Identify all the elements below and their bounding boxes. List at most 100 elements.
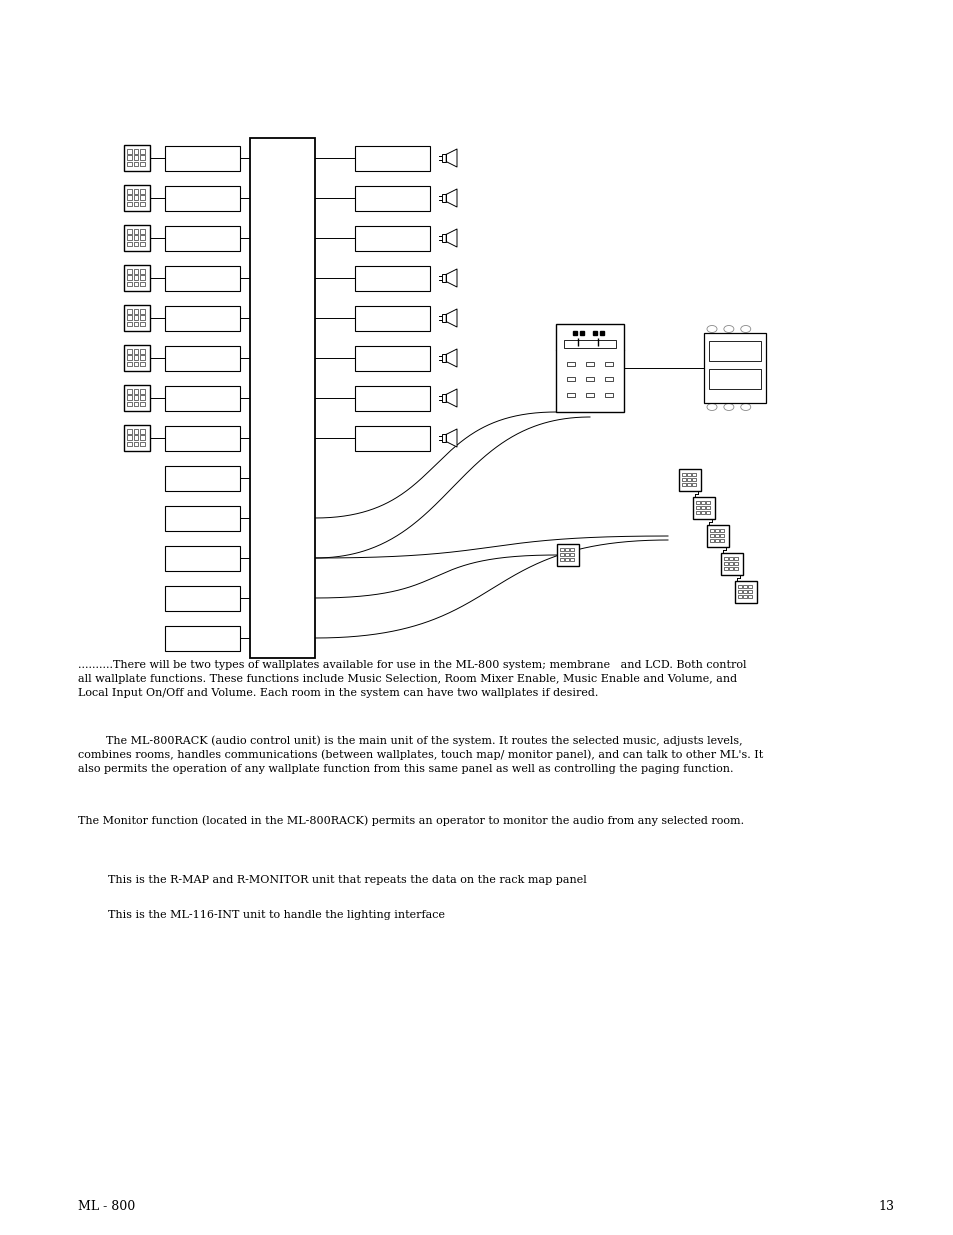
Bar [710,534,713,537]
Bar [140,362,145,367]
Bar [128,149,132,153]
Bar [133,156,138,159]
Bar [738,595,741,599]
Bar [140,201,145,206]
Bar [128,401,132,406]
Bar [708,369,760,389]
Bar [700,506,704,510]
Bar [720,553,742,576]
Bar [563,340,616,348]
Bar [133,395,138,400]
Bar [128,195,132,200]
Ellipse shape [740,404,750,410]
Bar [708,341,760,361]
Bar [165,346,240,370]
Polygon shape [446,189,456,207]
Bar [441,435,446,442]
Bar [128,389,132,394]
Bar [355,426,430,451]
Bar [692,496,714,519]
Bar [441,274,446,282]
Bar [355,305,430,331]
Bar [560,548,563,552]
Bar [140,149,145,153]
Bar [566,377,575,382]
Bar [124,385,150,411]
Bar [140,236,145,240]
Bar [681,483,685,487]
Bar [133,149,138,153]
Bar [706,511,709,515]
Text: ..........There will be two types of wallplates available for use in the ML-800 : ..........There will be two types of wal… [78,659,745,698]
Bar [133,436,138,440]
Bar [140,436,145,440]
Bar [355,385,430,410]
Bar [441,194,446,201]
Bar [140,282,145,287]
Bar [560,558,563,562]
Bar [140,162,145,167]
Bar [681,478,685,482]
Bar [565,558,568,562]
Bar [556,324,623,412]
Bar [140,242,145,246]
Bar [710,529,713,532]
Ellipse shape [740,326,750,332]
Bar [124,225,150,251]
Bar [734,580,757,603]
Bar [723,562,727,566]
Polygon shape [446,429,456,447]
Bar [140,189,145,194]
Bar [128,315,132,320]
Bar [133,309,138,314]
Bar [140,195,145,200]
Bar [441,154,446,162]
Bar [710,538,713,542]
Bar [734,562,738,566]
Bar [557,543,578,566]
Text: The ML-800RACK (audio control unit) is the main unit of the system. It routes th: The ML-800RACK (audio control unit) is t… [78,735,762,774]
Bar [687,473,690,477]
Bar [715,529,719,532]
Bar [165,146,240,170]
Bar [692,483,696,487]
Bar [140,356,145,359]
Bar [734,567,738,571]
Bar [604,362,613,366]
Polygon shape [446,389,456,408]
Bar [140,230,145,233]
Bar [133,356,138,359]
Bar [355,146,430,170]
Bar [128,269,132,273]
Bar [696,501,700,504]
Bar [165,305,240,331]
Bar [133,269,138,273]
Bar [748,590,751,594]
Bar [140,401,145,406]
Bar [748,585,751,589]
Bar [128,230,132,233]
Bar [681,473,685,477]
Bar [703,333,765,403]
Bar [128,162,132,167]
Ellipse shape [706,404,717,410]
Bar [687,483,690,487]
Bar [729,557,732,561]
Bar [748,595,751,599]
Bar [133,201,138,206]
Bar [165,266,240,290]
Bar [124,185,150,211]
Bar [585,377,594,382]
Bar [700,501,704,504]
Text: This is the R-MAP and R-MONITOR unit that repeats the data on the rack map panel: This is the R-MAP and R-MONITOR unit tha… [108,876,586,885]
Bar [133,162,138,167]
Bar [720,538,723,542]
Bar [566,393,575,396]
Bar [124,305,150,331]
Bar [696,511,700,515]
Bar [692,478,696,482]
Bar [128,242,132,246]
Bar [140,275,145,280]
Bar [140,309,145,314]
Bar [128,156,132,159]
